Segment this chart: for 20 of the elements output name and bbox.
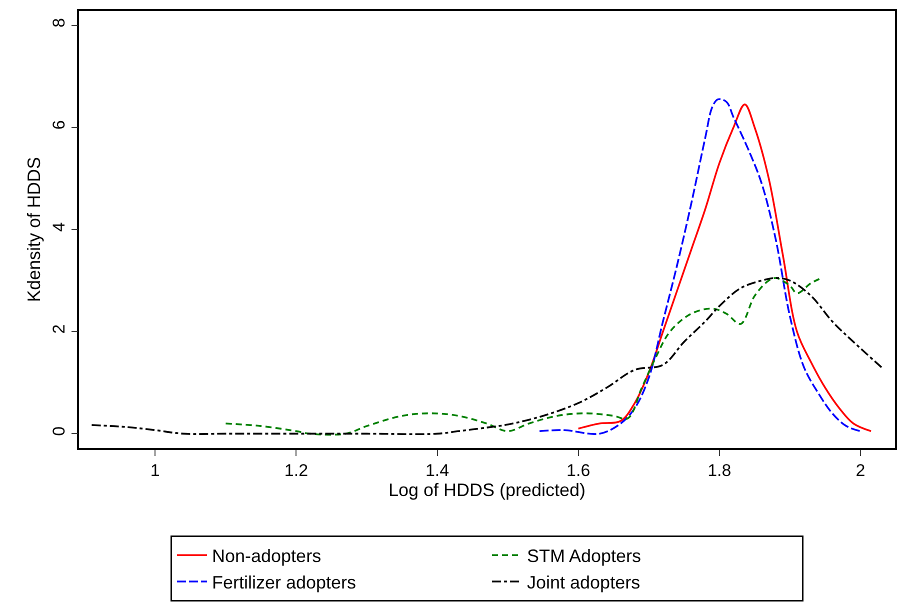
y-tick-label: 6 [49,120,68,130]
y-tick-label: 2 [49,324,68,334]
y-tick-label: 8 [49,18,68,28]
y-tick-label: 4 [49,222,68,232]
x-tick-label: 1.6 [566,461,590,480]
legend-label: Joint adopters [527,572,640,593]
legend-label: Non-adopters [212,546,322,566]
line-series [577,104,872,432]
line-series [90,277,882,436]
line-series [538,98,862,435]
x-axis-title: Log of HDDS (predicted) [388,480,586,500]
x-tick-label: 1 [150,461,160,480]
y-axis-title: Kdensity of HDDS [24,156,44,302]
x-tick-label: 2 [856,461,866,480]
x-tick-label: 1.4 [425,461,450,480]
legend-label: STM Adopters [527,546,642,566]
x-tick-label: 1.2 [284,461,308,480]
y-tick-label: 0 [49,426,68,436]
legend-label: Fertilizer adopters [212,572,356,593]
x-tick-label: 1.8 [708,461,732,480]
